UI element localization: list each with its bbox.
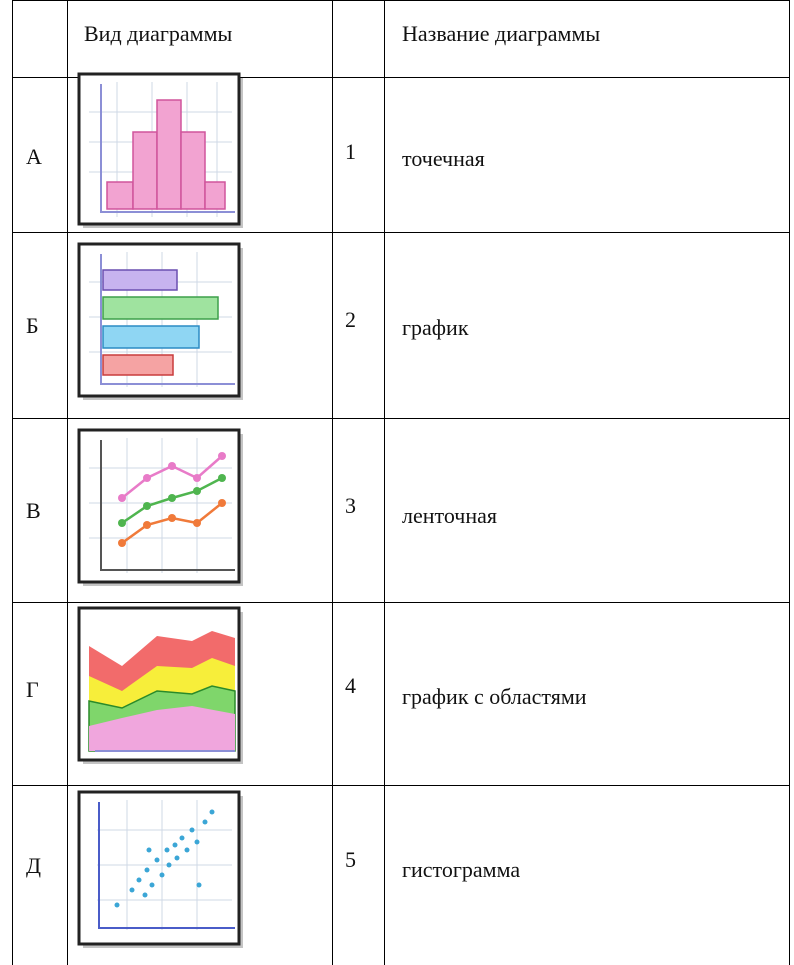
page: Вид диаграммы Название диаграммы А 1 точ… bbox=[0, 0, 794, 965]
bar-icon bbox=[77, 242, 247, 402]
column-border bbox=[384, 0, 385, 965]
row-letter: Б bbox=[26, 306, 39, 346]
row-letter: А bbox=[26, 137, 42, 177]
histogram-icon bbox=[77, 72, 247, 232]
row-letter: В bbox=[26, 491, 41, 531]
row-number: 5 bbox=[345, 840, 356, 880]
column-border bbox=[332, 0, 333, 965]
row-name: ленточная bbox=[402, 496, 497, 536]
column-border bbox=[789, 0, 790, 965]
row-border bbox=[12, 785, 790, 786]
row-border bbox=[12, 232, 790, 233]
column-border bbox=[12, 0, 13, 965]
table: Вид диаграммы Название диаграммы А 1 точ… bbox=[12, 0, 790, 965]
scatter-icon bbox=[77, 790, 247, 950]
header-cell: Название диаграммы bbox=[402, 14, 600, 54]
row-border bbox=[12, 0, 790, 1]
row-letter: Г bbox=[26, 670, 39, 710]
row-name: график с областями bbox=[402, 677, 587, 717]
row-number: 4 bbox=[345, 666, 356, 706]
row-number: 2 bbox=[345, 300, 356, 340]
area-icon bbox=[77, 606, 247, 766]
row-number: 3 bbox=[345, 486, 356, 526]
row-letter: Д bbox=[26, 846, 41, 886]
row-name: гистограмма bbox=[402, 850, 520, 890]
column-border bbox=[67, 0, 68, 965]
row-name: точечная bbox=[402, 139, 485, 179]
line-icon bbox=[77, 428, 247, 588]
row-name: график bbox=[402, 308, 469, 348]
header-cell: Вид диаграммы bbox=[84, 14, 232, 54]
row-border bbox=[12, 418, 790, 419]
row-border bbox=[12, 602, 790, 603]
row-number: 1 bbox=[345, 132, 356, 172]
